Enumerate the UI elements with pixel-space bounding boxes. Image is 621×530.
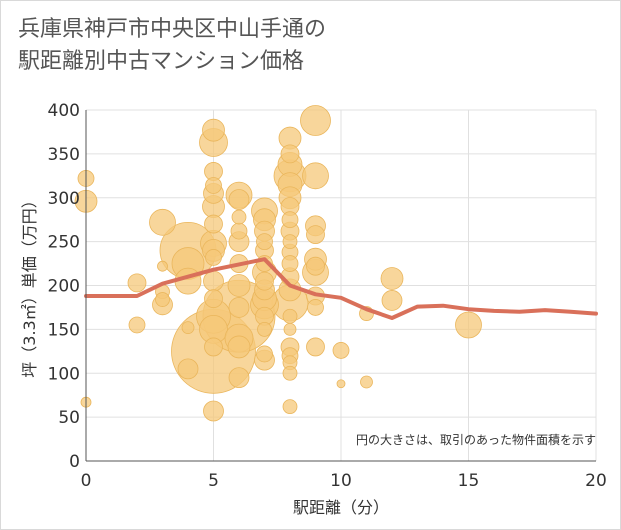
bubble-point (306, 256, 325, 276)
bubble-point (282, 234, 298, 250)
bubble-point (230, 222, 248, 240)
bubble-point (302, 162, 329, 190)
bubble-point (300, 105, 331, 136)
bubble-point (127, 273, 147, 293)
bubble-point (204, 214, 223, 234)
x-axis-title: 駅距離（分） (293, 498, 389, 517)
trend-line-layer (84, 257, 598, 320)
bubble-point (181, 321, 195, 335)
y-tick-label-150: 150 (48, 320, 80, 340)
bubble-point (280, 144, 300, 164)
bubble-point (380, 267, 404, 290)
bubble-point (177, 358, 199, 380)
bubble-point (282, 308, 298, 324)
bubble-point (256, 233, 273, 251)
bubble-point (306, 225, 325, 245)
bubble-size-note: 円の大きさは、取引のあった物件面積を示す (356, 432, 596, 447)
bubble-point (149, 208, 176, 236)
y-tick-label-350: 350 (48, 145, 80, 165)
x-tick-label-20: 20 (585, 471, 607, 491)
bubble-point (155, 292, 170, 307)
bubble-point (228, 297, 250, 318)
y-axis-title: 坪（3.3㎡）単価（万円） (20, 192, 39, 377)
y-tick-label-250: 250 (48, 233, 80, 253)
y-tick-label-50: 50 (58, 408, 80, 428)
tick-labels: 0 50 100 150 200 250 300 350 400 0 5 10 15 20 (48, 101, 607, 491)
y-tick-label-200: 200 (48, 277, 80, 297)
bubble-point (227, 274, 251, 297)
bubble-point (306, 337, 325, 357)
bubble-point (203, 400, 224, 422)
bubble-point (202, 118, 225, 142)
bubble-point (336, 379, 346, 389)
bubble-point (282, 365, 298, 381)
bubble-point (227, 335, 251, 359)
bubble-point (205, 177, 222, 194)
bubble-point (257, 321, 272, 337)
bubble-point (128, 316, 146, 334)
y-tick-label-400: 400 (48, 101, 80, 121)
bubble-point (360, 375, 373, 389)
bubble-point (256, 345, 273, 363)
bubble-point (205, 249, 222, 266)
bubble-point (332, 342, 350, 359)
title-line-1: 兵庫県神戸市中央区中山手通の (18, 17, 327, 42)
chart-title: 兵庫県神戸市中央区中山手通の 駅距離別中古マンション価格 (18, 14, 326, 78)
x-tick-label-5: 5 (208, 471, 219, 491)
bubble-point (157, 260, 168, 272)
trend-line-0 (84, 257, 598, 320)
bubble-point (281, 211, 299, 229)
bubble-point (231, 209, 247, 225)
y-tick-label-300: 300 (48, 189, 80, 209)
x-tick-label-15: 15 (458, 471, 480, 491)
bubble-point (381, 290, 403, 311)
y-tick-label-0: 0 (69, 452, 80, 472)
bubble-point (204, 337, 223, 357)
bubble-point (203, 270, 224, 292)
bubble-point (455, 311, 482, 339)
bubble-point (255, 271, 274, 291)
bubble-point (228, 367, 250, 389)
y-tick-label-100: 100 (48, 364, 80, 384)
bubble-point (228, 189, 250, 210)
bubble-point (283, 322, 297, 336)
bubble-layer (74, 105, 482, 422)
bubble-point (204, 289, 223, 309)
grid-lines (86, 109, 597, 461)
bubble-point (307, 299, 324, 316)
x-tick-label-10: 10 (330, 471, 352, 491)
bubble-point (282, 399, 298, 414)
axes (85, 110, 596, 462)
x-tick-label-0: 0 (81, 471, 92, 491)
bubble-point (281, 255, 299, 272)
title-line-2: 駅距離別中古マンション価格 (18, 49, 305, 74)
